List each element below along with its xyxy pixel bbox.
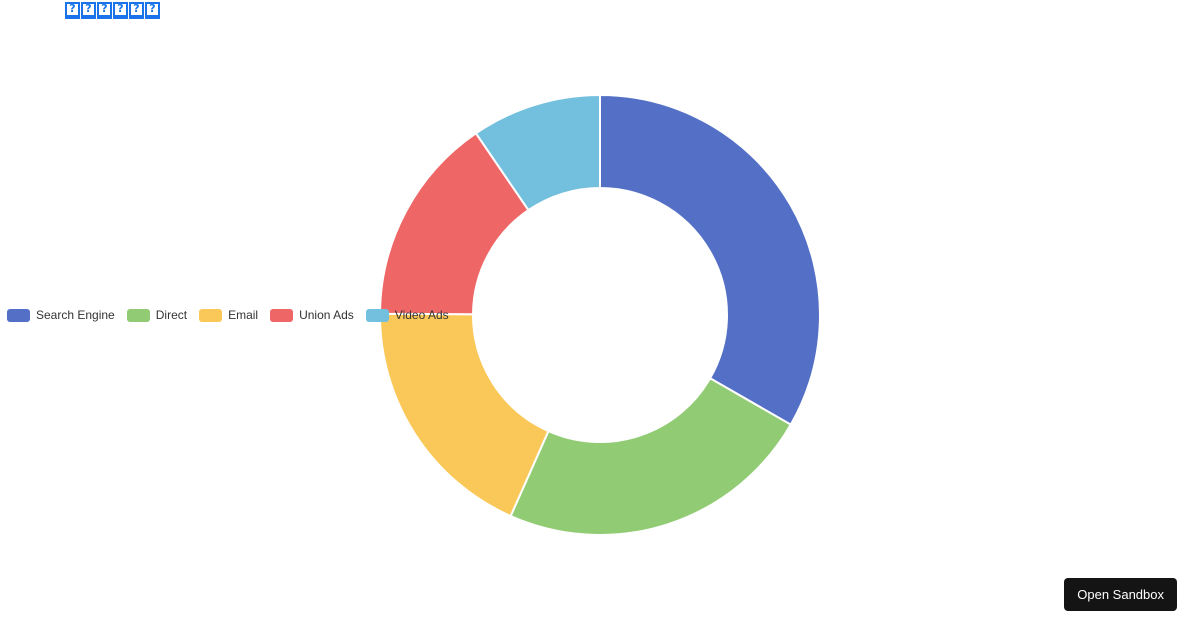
legend-swatch — [7, 308, 30, 322]
legend-label: Video Ads — [394, 308, 449, 322]
title-glyph — [129, 2, 144, 19]
slice-email[interactable] — [379, 312, 550, 518]
legend-label: Email — [228, 308, 259, 322]
title-glyph — [81, 2, 96, 19]
legend-swatch — [126, 308, 150, 322]
open-sandbox-button[interactable]: Open Sandbox — [1064, 578, 1177, 611]
legend-swatch — [270, 308, 294, 322]
legend-label: Union Ads — [299, 308, 354, 322]
legend: Search Engine Direct Email Union Ads Video A… — [7, 308, 461, 322]
legend-item-search-engine[interactable]: Search Engine — [7, 308, 115, 322]
legend-swatch — [365, 308, 389, 322]
slice-video-ads[interactable] — [474, 94, 601, 212]
legend-label: Direct — [155, 308, 188, 322]
title-link[interactable] — [65, 2, 160, 19]
slice-search-engine[interactable] — [599, 94, 821, 426]
legend-item-email[interactable]: Email — [199, 308, 258, 322]
legend-label: Search Engine — [36, 308, 115, 322]
title-glyph — [145, 2, 160, 19]
legend-item-video-ads[interactable]: Video Ads — [365, 308, 449, 322]
title-glyph — [113, 2, 128, 19]
legend-swatch — [199, 308, 223, 322]
legend-item-direct[interactable]: Direct — [126, 308, 188, 322]
slice-direct[interactable] — [509, 377, 792, 536]
title-glyph — [97, 2, 112, 19]
legend-item-union-ads[interactable]: Union Ads — [270, 308, 354, 322]
title-glyph — [65, 2, 80, 19]
